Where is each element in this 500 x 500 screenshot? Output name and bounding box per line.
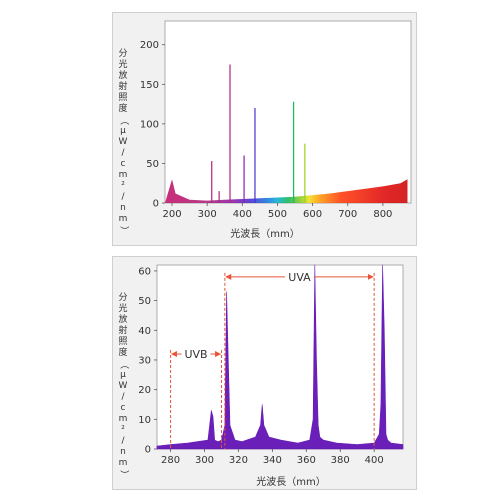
top-y-tick-label-2: 100 (140, 119, 159, 130)
bottom-y-tick-label-1: 10 (138, 415, 151, 426)
band-uva-label: UVA (288, 271, 311, 284)
top-y-tick-label-4: 200 (140, 40, 159, 51)
bottom-spectrum-series (156, 264, 404, 450)
top-chart-panel: 200 300 400 500 600 700 800 0 50 100 150 200 光波長（mm… (112, 12, 417, 246)
bottom-y-tick-label-2: 20 (138, 385, 151, 396)
top-x-tick-label-4: 600 (303, 209, 322, 220)
top-x-tick-label-6: 800 (373, 209, 392, 220)
bottom-y-tick-label-0: 0 (145, 445, 151, 456)
bottom-x-tick-label-2: 320 (229, 455, 248, 466)
top-spectrum-baseline (165, 179, 408, 203)
bottom-y-tick-label-6: 60 (138, 266, 151, 277)
bottom-x-tick-label-6: 400 (365, 455, 384, 466)
top-y-tick-label-0: 0 (153, 199, 159, 210)
bottom-x-tick-label-1: 300 (195, 455, 214, 466)
top-y-axis-label: 分光放射照度（μ W / c m ² / n m） (118, 49, 129, 235)
bottom-x-tick-label-4: 360 (297, 455, 316, 466)
bottom-x-axis-label: 光波長（mm） (256, 475, 325, 488)
top-y-tick-label-3: 150 (140, 80, 159, 91)
top-x-tick-label-1: 300 (198, 209, 217, 220)
bottom-y-tick-label-4: 40 (138, 326, 151, 337)
top-x-tick-label-0: 200 (162, 209, 181, 220)
top-x-tick-label-5: 700 (338, 209, 357, 220)
bottom-x-tick-label-5: 380 (331, 455, 350, 466)
top-x-axis-label: 光波長（mm） (230, 227, 299, 240)
bottom-chart: UVB UVA 280 300 320 340 360 380 400 0 10 20 30 40 50 6… (138, 264, 404, 488)
top-chart: 200 300 400 500 600 700 800 0 50 100 150 200 光波長（mm… (140, 20, 412, 240)
bottom-y-tick-label-3: 30 (138, 355, 151, 366)
bottom-chart-panel: UVB UVA 280 300 320 340 360 380 400 0 10 20 30 40 50 6… (112, 256, 417, 490)
bottom-y-tick-label-5: 50 (138, 296, 151, 307)
top-x-tick-label-2: 400 (233, 209, 252, 220)
bottom-y-axis-label: 分光放射照度（μ W / c m ² / n m） (118, 293, 129, 479)
bottom-x-tick-label-3: 340 (263, 455, 282, 466)
top-x-tick-label-3: 500 (268, 209, 287, 220)
band-uvb-label: UVB (184, 348, 207, 361)
bottom-x-tick-label-0: 280 (161, 455, 180, 466)
top-y-tick-label-1: 50 (146, 159, 159, 170)
